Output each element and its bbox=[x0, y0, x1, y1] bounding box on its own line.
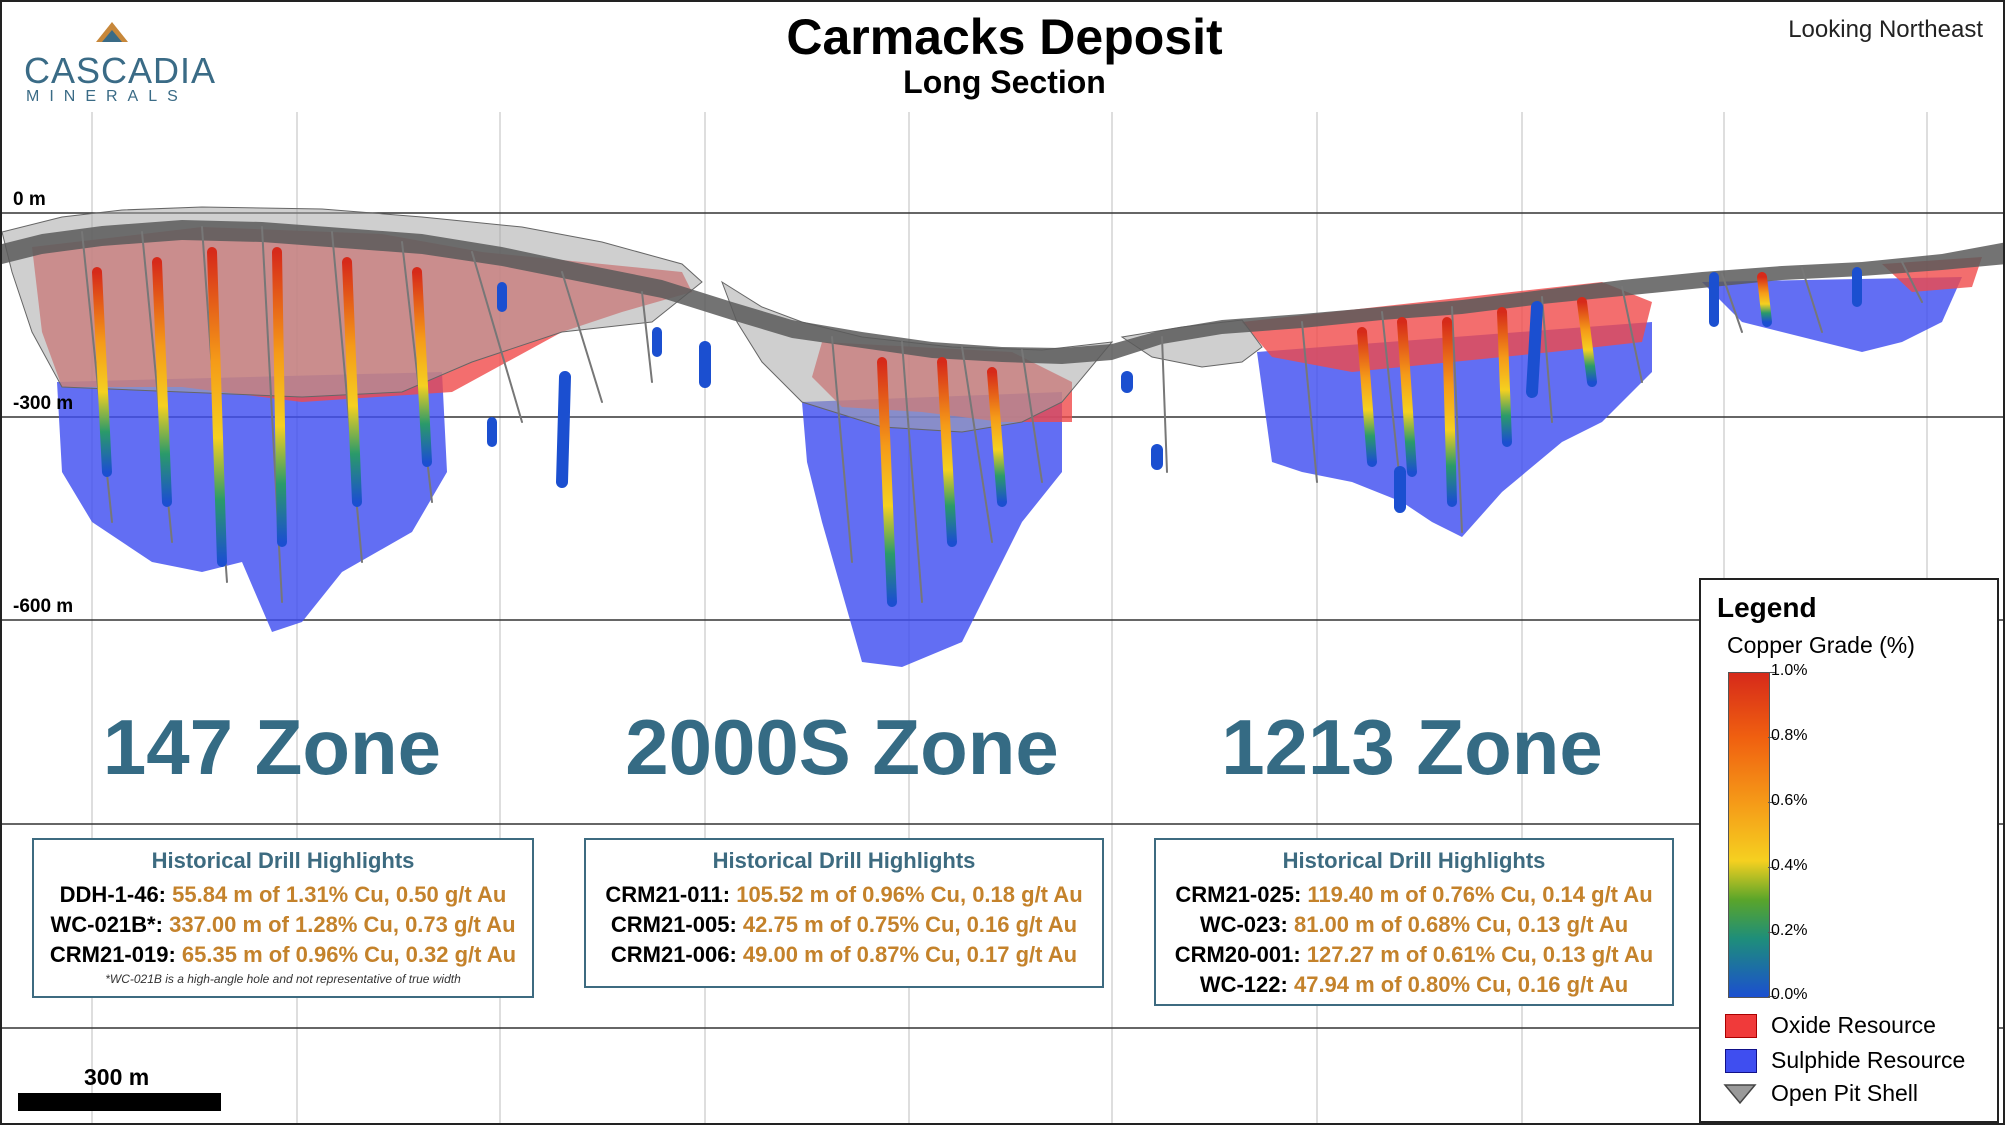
highlight-row: WC-122: 47.94 m of 0.80% Cu, 0.16 g/t Au bbox=[1156, 970, 1672, 1000]
legend-oxide-label: Oxide Resource bbox=[1771, 1012, 1936, 1038]
zone-label-147: 147 Zone bbox=[102, 703, 442, 791]
legend-pit-label: Open Pit Shell bbox=[1771, 1080, 1919, 1106]
hole-interval: 65.35 m of 0.96% Cu, 0.32 g/t Au bbox=[181, 942, 517, 967]
legend-title: Legend bbox=[1717, 592, 1817, 623]
hole-interval: 49.00 m of 0.87% Cu, 0.17 g/t Au bbox=[742, 942, 1078, 967]
drill-holes bbox=[81, 226, 1923, 607]
highlight-row: CRM20-001: 127.27 m of 0.61% Cu, 0.13 g/… bbox=[1156, 940, 1672, 970]
hole-interval: 55.84 m of 1.31% Cu, 0.50 g/t Au bbox=[172, 882, 507, 907]
hole-id: CRM21-005: bbox=[610, 912, 737, 937]
zone-label-1213: 1213 Zone bbox=[1221, 703, 1603, 791]
depth-label-300: -300 m bbox=[13, 393, 74, 414]
colorbar-tick-mark bbox=[1768, 867, 1776, 868]
hole-interval: 127.27 m of 0.61% Cu, 0.13 g/t Au bbox=[1306, 942, 1654, 967]
hole-interval: 105.52 m of 0.96% Cu, 0.18 g/t Au bbox=[736, 882, 1083, 907]
colorbar-tick-mark bbox=[1768, 672, 1776, 673]
highlights-box-2000s: Historical Drill Highlights CRM21-011: 1… bbox=[584, 838, 1104, 988]
highlights-footnote: *WC-021B is a high-angle hole and not re… bbox=[105, 972, 461, 986]
colorbar-tick-mark bbox=[1768, 996, 1776, 997]
hole-id: CRM21-006: bbox=[610, 942, 737, 967]
logo-mark-icon bbox=[96, 22, 128, 42]
highlight-row: CRM21-011: 105.52 m of 0.96% Cu, 0.18 g/… bbox=[586, 880, 1102, 910]
zone-label-2000s: 2000S Zone bbox=[625, 703, 1059, 791]
highlight-row: CRM21-006: 49.00 m of 0.87% Cu, 0.17 g/t… bbox=[586, 940, 1102, 970]
depth-label-0: 0 m bbox=[13, 189, 46, 210]
pit-shell-icon bbox=[1723, 1084, 1757, 1105]
hole-id: CRM20-001: bbox=[1174, 942, 1301, 967]
hole-id: WC-021B*: bbox=[50, 912, 163, 937]
highlights-box-1213: Historical Drill Highlights CRM21-025: 1… bbox=[1154, 838, 1674, 1006]
colorbar-tick-mark bbox=[1768, 737, 1776, 738]
copper-grade-colorbar bbox=[1728, 672, 1770, 998]
highlight-row: CRM21-025: 119.40 m of 0.76% Cu, 0.14 g/… bbox=[1156, 880, 1672, 910]
hole-interval: 337.00 m of 1.28% Cu, 0.73 g/t Au bbox=[169, 912, 516, 937]
company-logo: CASCADIA MINERALS bbox=[22, 20, 215, 110]
page-subtitle: Long Section bbox=[903, 64, 1106, 100]
highlight-row: DDH-1-46: 55.84 m of 1.31% Cu, 0.50 g/t … bbox=[34, 880, 532, 910]
orientation-label: Looking Northeast bbox=[1788, 16, 1983, 43]
colorbar-tick: 0.2% bbox=[1771, 922, 1808, 939]
oxide-swatch bbox=[1725, 1014, 1757, 1038]
topographic-surface bbox=[2, 220, 2003, 364]
scale-bar-label: 300 m bbox=[84, 1064, 150, 1090]
hole-interval: 47.94 m of 0.80% Cu, 0.16 g/t Au bbox=[1293, 972, 1629, 997]
logo-subtext: MINERALS bbox=[26, 88, 188, 105]
highlight-row: CRM21-005: 42.75 m of 0.75% Cu, 0.16 g/t… bbox=[586, 910, 1102, 940]
hole-id: CRM21-025: bbox=[1175, 882, 1302, 907]
highlights-title: Historical Drill Highlights bbox=[712, 848, 976, 873]
highlights-title: Historical Drill Highlights bbox=[1282, 848, 1546, 873]
legend-grade-label: Copper Grade (%) bbox=[1727, 632, 1915, 658]
colorbar-tick: 0.0% bbox=[1771, 986, 1808, 1003]
scale-bar bbox=[18, 1093, 221, 1111]
colorbar-tick: 0.4% bbox=[1771, 857, 1808, 874]
page-title: Carmacks Deposit bbox=[786, 9, 1223, 65]
colorbar-tick-mark bbox=[1768, 932, 1776, 933]
legend-sulphide-label: Sulphide Resource bbox=[1771, 1047, 1966, 1073]
hole-interval: 42.75 m of 0.75% Cu, 0.16 g/t Au bbox=[742, 912, 1078, 937]
logo-wordmark: CASCADIA bbox=[24, 50, 217, 91]
highlight-row: WC-023: 81.00 m of 0.68% Cu, 0.13 g/t Au bbox=[1156, 910, 1672, 940]
highlight-row: WC-021B*: 337.00 m of 1.28% Cu, 0.73 g/t… bbox=[34, 910, 532, 940]
sulphide-swatch bbox=[1725, 1049, 1757, 1073]
hole-id: WC-023: bbox=[1199, 912, 1288, 937]
colorbar-tick-mark bbox=[1768, 802, 1776, 803]
hole-id: WC-122: bbox=[1199, 972, 1288, 997]
hole-id: DDH-1-46: bbox=[59, 882, 167, 907]
hole-interval: 119.40 m of 0.76% Cu, 0.14 g/t Au bbox=[1307, 882, 1653, 907]
highlights-title: Historical Drill Highlights bbox=[151, 848, 415, 873]
highlights-box-147: Historical Drill Highlights DDH-1-46: 55… bbox=[32, 838, 534, 998]
hole-interval: 81.00 m of 0.68% Cu, 0.13 g/t Au bbox=[1293, 912, 1629, 937]
hole-id: CRM21-011: bbox=[605, 882, 731, 907]
legend-panel: Legend Copper Grade (%) 1.0% 0.8% 0.6% 0… bbox=[1699, 578, 1999, 1123]
colorbar-tick: 0.8% bbox=[1771, 727, 1808, 744]
highlight-row: CRM21-019: 65.35 m of 0.96% Cu, 0.32 g/t… bbox=[34, 940, 532, 970]
depth-label-600: -600 m bbox=[13, 596, 74, 617]
colorbar-tick: 0.6% bbox=[1771, 792, 1808, 809]
colorbar-tick: 1.0% bbox=[1771, 662, 1808, 679]
hole-id: CRM21-019: bbox=[49, 942, 176, 967]
